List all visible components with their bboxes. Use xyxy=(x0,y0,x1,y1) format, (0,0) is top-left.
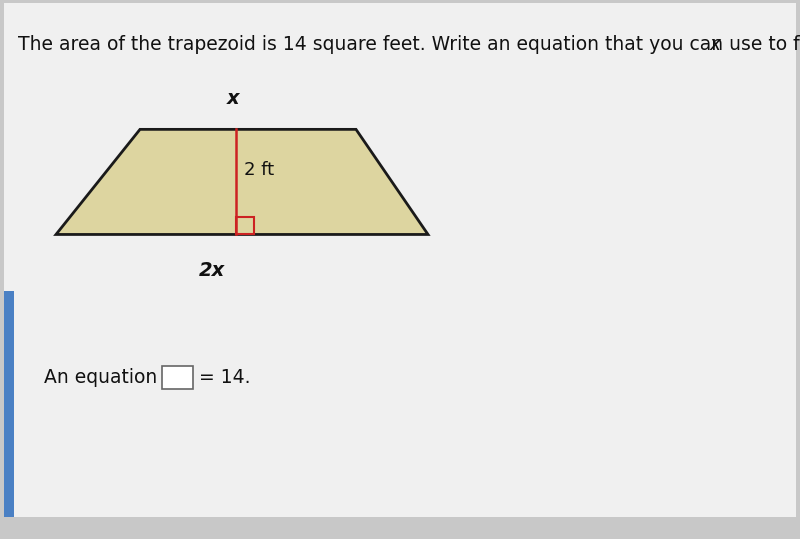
Polygon shape xyxy=(56,129,428,234)
Text: x: x xyxy=(710,35,721,54)
Text: 2 ft: 2 ft xyxy=(244,161,274,179)
Text: = 14.: = 14. xyxy=(199,368,250,387)
Text: 2x: 2x xyxy=(199,261,225,280)
Bar xyxy=(162,366,193,389)
Text: x: x xyxy=(227,89,240,108)
Text: An equation is: An equation is xyxy=(44,368,184,387)
Bar xyxy=(236,217,254,234)
Text: The area of the trapezoid is 14 square feet. Write an equation that you can use : The area of the trapezoid is 14 square f… xyxy=(18,35,800,54)
